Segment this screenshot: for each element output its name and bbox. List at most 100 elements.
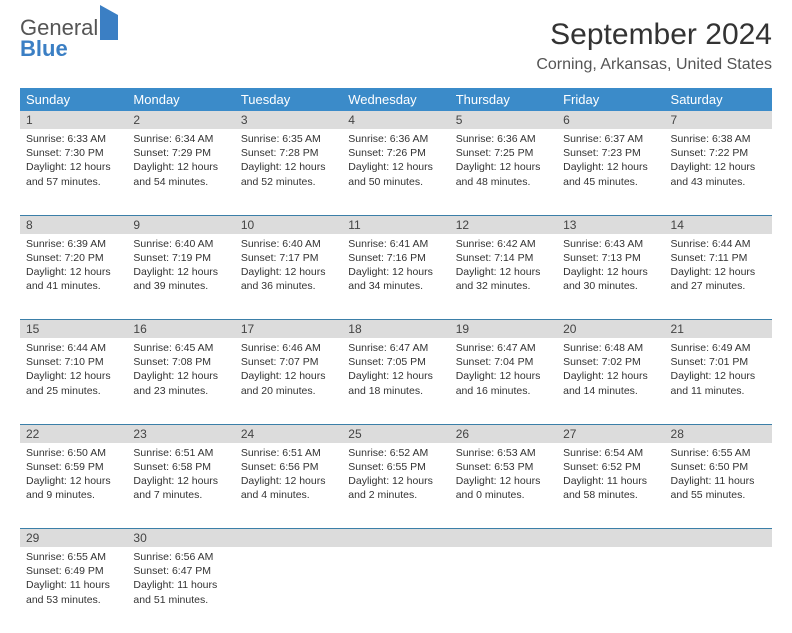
weekday-header-row: SundayMondayTuesdayWednesdayThursdayFrid… [20,88,772,111]
day-details: Sunrise: 6:47 AMSunset: 7:05 PMDaylight:… [342,338,449,404]
day-content-cell: Sunrise: 6:46 AMSunset: 7:07 PMDaylight:… [235,338,342,424]
day-content-cell: Sunrise: 6:44 AMSunset: 7:11 PMDaylight:… [665,234,772,320]
day-number-cell: 25 [342,424,449,443]
day-number-cell: 22 [20,424,127,443]
day-details: Sunrise: 6:44 AMSunset: 7:11 PMDaylight:… [665,234,772,300]
day-content-cell [665,547,772,633]
day-content-cell: Sunrise: 6:37 AMSunset: 7:23 PMDaylight:… [557,129,664,215]
day-details: Sunrise: 6:33 AMSunset: 7:30 PMDaylight:… [20,129,127,195]
month-title: September 2024 [536,18,772,52]
day-content-cell: Sunrise: 6:34 AMSunset: 7:29 PMDaylight:… [127,129,234,215]
day-details: Sunrise: 6:37 AMSunset: 7:23 PMDaylight:… [557,129,664,195]
day-number-cell: 24 [235,424,342,443]
day-number-cell: 16 [127,320,234,339]
day-number-cell: 9 [127,215,234,234]
day-content-cell: Sunrise: 6:51 AMSunset: 6:58 PMDaylight:… [127,443,234,529]
day-details: Sunrise: 6:51 AMSunset: 6:56 PMDaylight:… [235,443,342,509]
day-number-cell: 3 [235,111,342,129]
day-number-cell: 11 [342,215,449,234]
day-number-cell: 27 [557,424,664,443]
logo-triangle-icon [100,5,118,40]
day-number-cell: 5 [450,111,557,129]
day-content-cell: Sunrise: 6:47 AMSunset: 7:04 PMDaylight:… [450,338,557,424]
day-number-cell: 21 [665,320,772,339]
day-number-cell [665,529,772,548]
day-content-cell [557,547,664,633]
day-content-cell: Sunrise: 6:35 AMSunset: 7:28 PMDaylight:… [235,129,342,215]
day-content-cell: Sunrise: 6:55 AMSunset: 6:49 PMDaylight:… [20,547,127,633]
day-content-row: Sunrise: 6:55 AMSunset: 6:49 PMDaylight:… [20,547,772,633]
day-details: Sunrise: 6:54 AMSunset: 6:52 PMDaylight:… [557,443,664,509]
day-number-cell [557,529,664,548]
day-content-cell: Sunrise: 6:43 AMSunset: 7:13 PMDaylight:… [557,234,664,320]
day-number-cell: 23 [127,424,234,443]
day-details: Sunrise: 6:40 AMSunset: 7:19 PMDaylight:… [127,234,234,300]
day-content-cell: Sunrise: 6:41 AMSunset: 7:16 PMDaylight:… [342,234,449,320]
day-number-cell: 20 [557,320,664,339]
weekday-header: Tuesday [235,88,342,111]
day-details: Sunrise: 6:43 AMSunset: 7:13 PMDaylight:… [557,234,664,300]
day-number-cell: 1 [20,111,127,129]
day-content-cell [235,547,342,633]
day-number-cell: 12 [450,215,557,234]
day-number-cell [450,529,557,548]
day-number-cell: 29 [20,529,127,548]
day-content-cell: Sunrise: 6:55 AMSunset: 6:50 PMDaylight:… [665,443,772,529]
day-details: Sunrise: 6:36 AMSunset: 7:26 PMDaylight:… [342,129,449,195]
day-details: Sunrise: 6:35 AMSunset: 7:28 PMDaylight:… [235,129,342,195]
day-number-row: 22232425262728 [20,424,772,443]
day-content-cell: Sunrise: 6:51 AMSunset: 6:56 PMDaylight:… [235,443,342,529]
day-number-cell: 13 [557,215,664,234]
day-details: Sunrise: 6:53 AMSunset: 6:53 PMDaylight:… [450,443,557,509]
day-details: Sunrise: 6:36 AMSunset: 7:25 PMDaylight:… [450,129,557,195]
day-number-cell: 8 [20,215,127,234]
day-number-cell: 6 [557,111,664,129]
day-content-cell: Sunrise: 6:52 AMSunset: 6:55 PMDaylight:… [342,443,449,529]
day-details: Sunrise: 6:47 AMSunset: 7:04 PMDaylight:… [450,338,557,404]
day-content-row: Sunrise: 6:50 AMSunset: 6:59 PMDaylight:… [20,443,772,529]
logo: General Blue [20,18,118,60]
day-content-cell: Sunrise: 6:38 AMSunset: 7:22 PMDaylight:… [665,129,772,215]
day-details: Sunrise: 6:52 AMSunset: 6:55 PMDaylight:… [342,443,449,509]
day-details: Sunrise: 6:55 AMSunset: 6:49 PMDaylight:… [20,547,127,613]
day-content-row: Sunrise: 6:39 AMSunset: 7:20 PMDaylight:… [20,234,772,320]
day-number-cell: 18 [342,320,449,339]
day-content-cell: Sunrise: 6:40 AMSunset: 7:17 PMDaylight:… [235,234,342,320]
day-content-cell: Sunrise: 6:33 AMSunset: 7:30 PMDaylight:… [20,129,127,215]
day-number-row: 15161718192021 [20,320,772,339]
day-content-cell: Sunrise: 6:36 AMSunset: 7:25 PMDaylight:… [450,129,557,215]
day-number-cell: 26 [450,424,557,443]
day-number-row: 2930 [20,529,772,548]
day-details: Sunrise: 6:41 AMSunset: 7:16 PMDaylight:… [342,234,449,300]
day-content-cell: Sunrise: 6:47 AMSunset: 7:05 PMDaylight:… [342,338,449,424]
weekday-header: Friday [557,88,664,111]
location-text: Corning, Arkansas, United States [536,56,772,74]
day-content-row: Sunrise: 6:33 AMSunset: 7:30 PMDaylight:… [20,129,772,215]
day-number-cell [342,529,449,548]
page-header: General Blue September 2024 Corning, Ark… [20,18,772,76]
day-content-cell [342,547,449,633]
day-content-cell: Sunrise: 6:54 AMSunset: 6:52 PMDaylight:… [557,443,664,529]
day-details: Sunrise: 6:46 AMSunset: 7:07 PMDaylight:… [235,338,342,404]
day-number-cell: 30 [127,529,234,548]
day-details: Sunrise: 6:56 AMSunset: 6:47 PMDaylight:… [127,547,234,613]
day-number-cell: 7 [665,111,772,129]
day-details: Sunrise: 6:50 AMSunset: 6:59 PMDaylight:… [20,443,127,509]
day-content-cell: Sunrise: 6:49 AMSunset: 7:01 PMDaylight:… [665,338,772,424]
day-details: Sunrise: 6:42 AMSunset: 7:14 PMDaylight:… [450,234,557,300]
day-content-cell: Sunrise: 6:50 AMSunset: 6:59 PMDaylight:… [20,443,127,529]
day-content-cell: Sunrise: 6:53 AMSunset: 6:53 PMDaylight:… [450,443,557,529]
day-number-cell: 4 [342,111,449,129]
weekday-header: Sunday [20,88,127,111]
day-details: Sunrise: 6:51 AMSunset: 6:58 PMDaylight:… [127,443,234,509]
day-number-cell [235,529,342,548]
day-details: Sunrise: 6:40 AMSunset: 7:17 PMDaylight:… [235,234,342,300]
day-content-cell: Sunrise: 6:48 AMSunset: 7:02 PMDaylight:… [557,338,664,424]
weekday-header: Thursday [450,88,557,111]
title-block: September 2024 Corning, Arkansas, United… [536,18,772,76]
day-details: Sunrise: 6:34 AMSunset: 7:29 PMDaylight:… [127,129,234,195]
day-details: Sunrise: 6:44 AMSunset: 7:10 PMDaylight:… [20,338,127,404]
day-content-cell: Sunrise: 6:42 AMSunset: 7:14 PMDaylight:… [450,234,557,320]
day-content-cell: Sunrise: 6:40 AMSunset: 7:19 PMDaylight:… [127,234,234,320]
day-details: Sunrise: 6:49 AMSunset: 7:01 PMDaylight:… [665,338,772,404]
